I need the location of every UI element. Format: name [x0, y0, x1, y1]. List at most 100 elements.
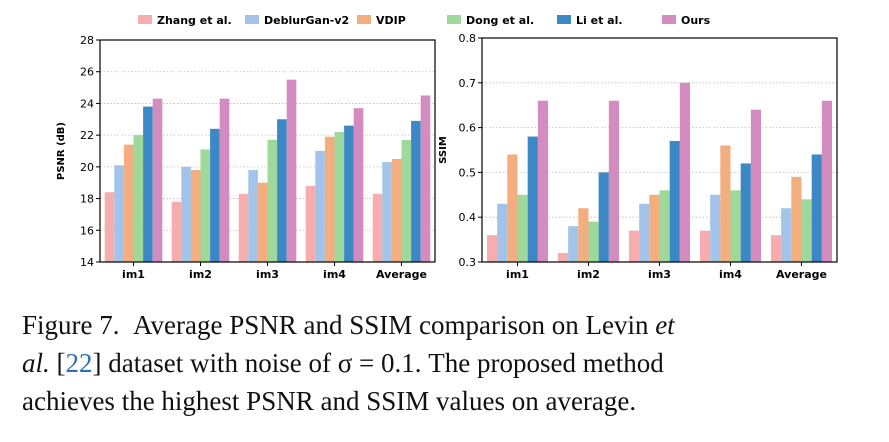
- psnr-x-tick-label: im4: [323, 268, 346, 281]
- psnr-x-tick-label: im1: [122, 268, 145, 281]
- psnr-bar-li-et-al-im1: [143, 106, 153, 262]
- psnr-y-tick-label: 18: [80, 193, 94, 206]
- psnr-y-tick-label: 28: [80, 34, 94, 47]
- ssim-bar-ours-im4: [750, 109, 762, 263]
- psnr-bar-li-et-al-average: [411, 120, 421, 262]
- psnr-bar-dong-et-al-im4: [334, 131, 345, 262]
- ssim-bar-ours-average: [821, 100, 833, 262]
- psnr-bar-dong-et-al-im2: [200, 149, 211, 262]
- legend-label: Zhang et al.: [157, 14, 232, 27]
- psnr-y-tick-label: 20: [80, 161, 94, 174]
- ssim-x-tick-label: im3: [648, 268, 671, 281]
- psnr-bar-vdip-im3: [257, 182, 268, 262]
- ssim-bar-deblurgan-v2-average: [781, 208, 792, 262]
- psnr-x-tick-label: Average: [376, 268, 427, 281]
- ssim-bar-deblurgan-v2-im2: [568, 226, 579, 262]
- psnr-bar-ours-im2: [219, 98, 230, 263]
- ssim-x-tick-label: im1: [506, 268, 529, 281]
- ssim-y-tick-label: 0.5: [459, 166, 477, 179]
- legend-swatch: [245, 15, 259, 24]
- legend-label: DeblurGan-v2: [264, 14, 349, 27]
- legend-swatch: [662, 15, 676, 24]
- legend-swatch: [357, 15, 371, 24]
- psnr-bar-deblurgan-v2-average: [382, 162, 392, 262]
- ssim-bar-vdip-im4: [720, 145, 731, 262]
- psnr-y-tick-label: 16: [80, 224, 94, 237]
- psnr-bar-deblurgan-v2-im4: [315, 151, 325, 262]
- psnr-bar-chart: 14 16 18 20 22 24 26 28 im1 im2 im3 im4 Average PSNR …: [56, 34, 436, 281]
- psnr-bar-li-et-al-im3: [277, 119, 287, 263]
- caption-label: Figure 7.: [22, 310, 120, 340]
- legend-swatch: [447, 15, 461, 24]
- psnr-bar-dong-et-al-average: [401, 139, 412, 262]
- ssim-bar-li-et-al-average: [811, 154, 822, 262]
- psnr-bar-deblurgan-v2-im3: [248, 170, 258, 262]
- psnr-bar-ours-im4: [353, 108, 364, 262]
- psnr-bar-deblurgan-v2-im2: [181, 166, 191, 262]
- ssim-bar-dong-et-al-im1: [517, 194, 528, 262]
- ssim-bar-ours-im1: [537, 100, 549, 262]
- ssim-bar-li-et-al-im2: [598, 172, 609, 262]
- psnr-bar-ours-im3: [286, 79, 297, 263]
- psnr-bar-vdip-im4: [324, 136, 335, 262]
- psnr-bar-zhang-et-al-average: [372, 193, 383, 262]
- legend-label: Li et al.: [576, 14, 623, 27]
- ssim-bar-ours-im3: [679, 82, 691, 262]
- caption-line-3: achieves the highest PSNR and SSIM value…: [22, 382, 874, 420]
- psnr-bar-zhang-et-al-im1: [104, 192, 115, 262]
- psnr-bar-vdip-im2: [190, 170, 201, 262]
- ssim-x-tick-label: Average: [776, 268, 827, 281]
- ssim-y-tick-label: 0.7: [459, 77, 477, 90]
- legend-label: Dong et al.: [466, 14, 534, 27]
- caption-line-2: al. [22] dataset with noise of σ = 0.1. …: [22, 344, 874, 382]
- chart-legend: Zhang et al. DeblurGan-v2 VDIP Dong et al. L…: [138, 14, 711, 27]
- ssim-y-tick-label: 0.8: [459, 32, 477, 45]
- psnr-x-tick-label: im3: [256, 268, 279, 281]
- psnr-bar-ours-im1: [152, 98, 163, 263]
- ssim-bar-li-et-al-im3: [669, 141, 680, 262]
- citation-link[interactable]: 22: [65, 348, 93, 378]
- psnr-bar-dong-et-al-im1: [133, 135, 144, 262]
- psnr-y-tick-label: 14: [80, 256, 94, 269]
- ssim-y-tick-label: 0.6: [459, 122, 477, 135]
- ssim-bar-dong-et-al-im4: [730, 190, 741, 262]
- caption-text-2: dataset with noise of σ = 0.1. The propo…: [108, 348, 664, 378]
- caption-line-1: Figure 7. Average PSNR and SSIM comparis…: [22, 306, 874, 344]
- psnr-y-tick-label: 22: [80, 129, 94, 142]
- psnr-bar-zhang-et-al-im3: [238, 193, 249, 262]
- psnr-y-axis-label: PSNR (dB): [56, 122, 67, 180]
- psnr-bar-zhang-et-al-im2: [171, 201, 182, 262]
- figure-caption: Figure 7. Average PSNR and SSIM comparis…: [22, 306, 874, 420]
- caption-text-1: Average PSNR and SSIM comparison on Levi…: [133, 310, 649, 340]
- ssim-bar-dong-et-al-im2: [588, 221, 599, 262]
- psnr-bar-li-et-al-im2: [210, 128, 220, 262]
- legend-label: VDIP: [376, 14, 406, 27]
- legend-swatch: [557, 15, 571, 24]
- psnr-y-tick-label: 26: [80, 66, 94, 79]
- ssim-x-tick-label: im4: [719, 268, 742, 281]
- psnr-bar-ours-average: [420, 95, 431, 262]
- psnr-axes-frame: [99, 39, 436, 263]
- psnr-y-tick-label: 24: [80, 97, 94, 110]
- ssim-bar-vdip-im1: [507, 154, 518, 262]
- psnr-x-tick-label: im2: [189, 268, 212, 281]
- ssim-bar-dong-et-al-im3: [659, 190, 670, 262]
- caption-ref-open: [: [56, 348, 66, 378]
- ssim-bar-zhang-et-al-im4: [699, 230, 711, 262]
- ssim-bar-vdip-average: [791, 176, 802, 262]
- caption-et: et: [655, 310, 675, 340]
- ssim-y-tick-label: 0.3: [459, 256, 477, 269]
- legend-swatch: [138, 15, 152, 24]
- ssim-bar-ours-im2: [608, 100, 620, 262]
- psnr-bar-dong-et-al-im3: [267, 139, 278, 262]
- ssim-bar-zhang-et-al-im1: [486, 235, 498, 262]
- ssim-bar-vdip-im2: [578, 208, 589, 262]
- psnr-bar-vdip-im1: [123, 144, 134, 262]
- psnr-bar-li-et-al-im4: [344, 125, 354, 262]
- legend-label: Ours: [681, 14, 711, 27]
- caption-al: al.: [22, 348, 50, 378]
- ssim-bar-li-et-al-im1: [527, 136, 538, 262]
- ssim-bar-chart: 0.3 0.4 0.5 0.6 0.7 0.8 im1 im2 im3 im4 Average SSI…: [438, 32, 838, 281]
- psnr-bar-zhang-et-al-im4: [305, 185, 316, 262]
- ssim-bar-vdip-im3: [649, 194, 660, 262]
